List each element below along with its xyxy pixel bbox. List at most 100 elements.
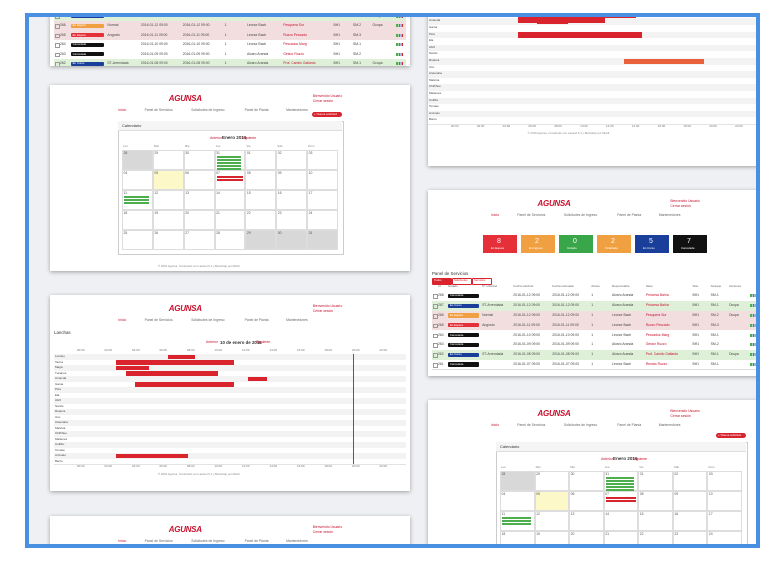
day-number: 10	[308, 170, 313, 175]
new-button-label[interactable]: + Nueva solicitud	[718, 433, 741, 437]
stat-box[interactable]	[559, 235, 593, 253]
nav-item[interactable]: Panel de Servicios	[517, 423, 546, 427]
checkbox[interactable]	[433, 363, 438, 368]
cell: SM-3	[710, 322, 719, 327]
filter-label[interactable]: Servicios	[474, 278, 486, 282]
filter-button[interactable]	[472, 278, 492, 285]
nav-item[interactable]: Solicitudes de Ingreso	[191, 318, 225, 322]
action-icons[interactable]	[750, 323, 756, 327]
filter-button[interactable]	[432, 278, 452, 285]
nav-item[interactable]: Inicio	[118, 539, 127, 543]
nav-item[interactable]: Solicitudes de Ingreso	[563, 213, 598, 217]
day-cell	[569, 531, 604, 544]
logout-link[interactable]: Cerrar sesión	[312, 309, 334, 313]
booking-bar[interactable]	[536, 18, 568, 25]
stat-box[interactable]	[521, 235, 555, 253]
nav-item[interactable]: Solicitudes de Ingreso	[563, 423, 598, 427]
checkbox[interactable]	[55, 52, 60, 58]
action-icons[interactable]	[396, 24, 403, 28]
checkbox[interactable]	[55, 17, 60, 20]
nav-item[interactable]: Panel de Planta	[617, 213, 642, 217]
stat-box[interactable]	[597, 235, 631, 253]
nav-item[interactable]: Panel de Servicios	[144, 318, 173, 322]
nav-item[interactable]: Panel de Servicios	[144, 108, 173, 112]
checkbox[interactable]	[55, 43, 60, 48]
prev-link[interactable]: Anterior	[601, 457, 613, 461]
nav-item[interactable]: Panel de Servicios	[144, 539, 173, 543]
logout-link[interactable]: Cerrar sesión	[312, 530, 334, 534]
day-number: 20	[570, 531, 575, 536]
new-button[interactable]	[716, 433, 746, 438]
action-icons[interactable]	[396, 43, 403, 47]
logout-link[interactable]: Cerrar sesión	[670, 204, 691, 208]
nav-item[interactable]: Inicio	[118, 108, 127, 112]
nav-item[interactable]: Mantenedores	[658, 423, 681, 427]
action-icons[interactable]	[750, 343, 756, 347]
nav-item[interactable]: Panel de Planta	[244, 318, 269, 322]
checkbox[interactable]	[433, 323, 438, 329]
checkbox[interactable]	[433, 353, 438, 358]
checkbox[interactable]	[55, 33, 60, 39]
nav-item[interactable]: Mantenedores	[286, 108, 308, 112]
day-cell	[152, 230, 184, 250]
action-icons[interactable]	[750, 363, 756, 366]
checkbox[interactable]	[433, 304, 438, 309]
action-icons[interactable]	[396, 33, 403, 37]
nav-item[interactable]: Inicio	[491, 213, 499, 217]
booking-bar[interactable]	[115, 360, 235, 365]
action-icons[interactable]	[750, 314, 756, 317]
nav-item[interactable]: Mantenedores	[286, 318, 308, 322]
checkbox[interactable]	[433, 333, 438, 339]
action-icons[interactable]	[750, 304, 756, 308]
booking-bar[interactable]	[135, 382, 235, 387]
booking-bar[interactable]	[518, 32, 643, 38]
prev-link[interactable]: Anterior	[206, 340, 218, 344]
nav-item[interactable]: Solicitudes de Ingreso	[191, 108, 225, 112]
row-label: Barco	[55, 458, 63, 463]
nav-item[interactable]: Solicitudes de Ingreso	[191, 539, 225, 543]
nav-item[interactable]: Inicio	[118, 318, 127, 322]
action-icons[interactable]	[396, 62, 403, 66]
nav-item[interactable]: Panel de Planta	[244, 108, 269, 112]
row-label: Araucaria	[429, 71, 442, 76]
calendar-title: Calendario	[122, 123, 142, 128]
next-link[interactable]: Siguiente	[242, 136, 257, 140]
stat-box[interactable]	[635, 235, 669, 253]
booking-bar[interactable]	[115, 453, 189, 458]
checkbox[interactable]	[433, 294, 438, 299]
booking-bar[interactable]	[168, 354, 195, 359]
logout-link[interactable]: Cerrar sesión	[312, 99, 334, 103]
new-button-label[interactable]: + Nueva solicitud	[314, 112, 337, 116]
checkbox[interactable]	[433, 343, 438, 348]
nav-item[interactable]: Panel de Servicios	[517, 213, 546, 217]
filter-label[interactable]: Solicitudes	[454, 278, 468, 282]
next-link[interactable]: Siguiente	[633, 457, 648, 461]
action-icons[interactable]	[396, 52, 403, 56]
stat-box[interactable]	[673, 235, 707, 253]
booking-bar[interactable]	[125, 371, 218, 376]
booking-bar[interactable]	[115, 365, 149, 370]
booking-bar[interactable]	[247, 376, 268, 381]
prev-link[interactable]: Anterior	[210, 136, 222, 140]
nav-item[interactable]: Panel de Planta	[244, 539, 269, 543]
nav-item[interactable]: Panel de Planta	[617, 423, 642, 427]
filter-button[interactable]	[452, 278, 472, 285]
table-row	[432, 359, 756, 371]
next-link[interactable]: Siguiente	[256, 340, 271, 344]
logout-link[interactable]: Cerrar sesión	[670, 414, 691, 418]
nav-item[interactable]: Inicio	[491, 423, 499, 427]
booking-bar[interactable]	[623, 58, 705, 65]
action-icons[interactable]	[396, 17, 403, 18]
action-icons[interactable]	[750, 353, 756, 357]
day-cell	[183, 190, 215, 210]
new-button[interactable]	[312, 112, 342, 117]
nav-item[interactable]: Mantenedores	[658, 213, 681, 217]
action-icons[interactable]	[750, 333, 756, 337]
filter-label[interactable]: Todos	[434, 278, 442, 282]
stat-box[interactable]	[483, 235, 517, 253]
action-icons[interactable]	[750, 294, 756, 298]
checkbox[interactable]	[55, 62, 60, 66]
checkbox[interactable]	[55, 24, 60, 29]
nav-item[interactable]: Mantenedores	[286, 539, 308, 543]
checkbox[interactable]	[433, 314, 438, 319]
